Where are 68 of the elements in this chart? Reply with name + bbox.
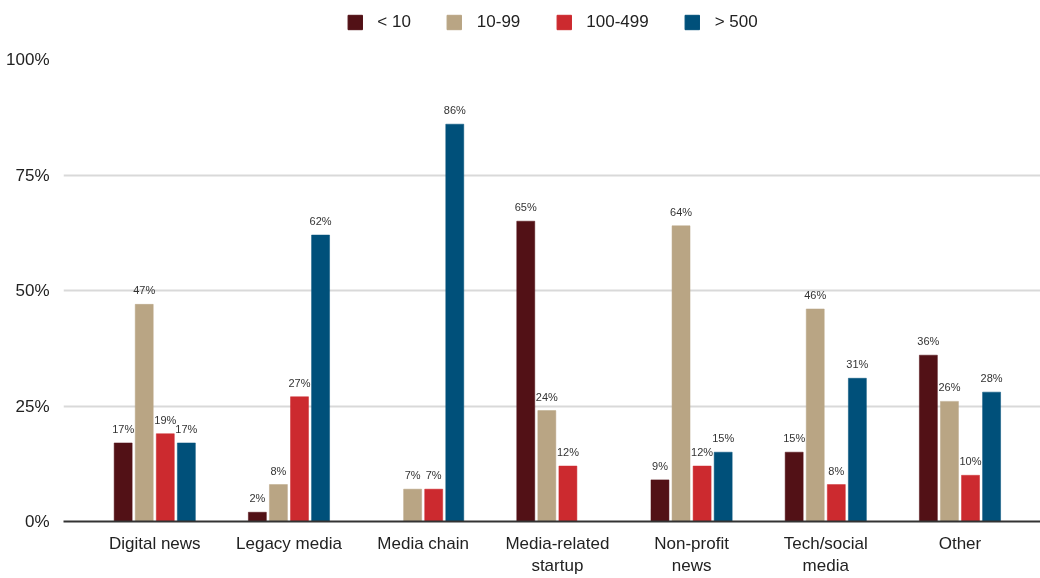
data-label: 15% xyxy=(712,432,735,445)
x-tick-label: Media chain xyxy=(377,533,469,553)
data-label: 17% xyxy=(112,422,135,435)
x-tick-label: Digital news xyxy=(108,533,201,553)
y-tick-label: 75% xyxy=(15,165,50,185)
bar xyxy=(445,123,465,522)
bar xyxy=(982,391,1001,522)
legend-label: 10-99 xyxy=(476,12,521,32)
data-label: 7% xyxy=(404,469,421,482)
data-label: 64% xyxy=(670,205,693,218)
data-label: 47% xyxy=(133,284,156,297)
bar xyxy=(537,410,557,522)
bar xyxy=(919,354,938,522)
y-tick-label: 0% xyxy=(24,512,50,531)
data-label: 36% xyxy=(917,335,940,348)
data-label: 12% xyxy=(556,446,580,459)
bar xyxy=(671,225,691,522)
bar xyxy=(113,442,133,522)
data-label: 17% xyxy=(175,422,198,435)
data-label: 62% xyxy=(309,215,332,228)
data-label: 12% xyxy=(691,446,714,459)
bar xyxy=(961,475,980,522)
x-tick-label: Other xyxy=(938,533,982,553)
data-label: 2% xyxy=(249,492,266,505)
bar xyxy=(692,465,712,522)
data-label: 27% xyxy=(288,376,311,389)
data-label: 8% xyxy=(828,464,845,477)
legend-label: 100-499 xyxy=(586,12,649,32)
bar xyxy=(806,308,825,522)
bar xyxy=(134,304,154,522)
bar xyxy=(848,378,867,522)
bar xyxy=(269,484,288,522)
data-label: 28% xyxy=(980,372,1003,385)
y-tick-label: 25% xyxy=(15,396,50,416)
data-label: 31% xyxy=(846,358,869,371)
data-label: 46% xyxy=(804,288,827,301)
data-label: 26% xyxy=(938,381,961,394)
bar xyxy=(713,451,733,522)
bar xyxy=(940,401,959,522)
x-tick-label: Non-profit news xyxy=(654,533,730,576)
data-label: 24% xyxy=(535,390,559,403)
bar xyxy=(424,488,443,522)
bar xyxy=(311,234,330,522)
data-label: 9% xyxy=(652,459,669,472)
bar xyxy=(403,488,422,522)
bar xyxy=(248,512,267,522)
data-label: 15% xyxy=(783,432,806,445)
bar xyxy=(650,479,670,522)
data-label: 10% xyxy=(959,455,982,468)
bar xyxy=(516,220,535,522)
x-tick-label: Media-related startup xyxy=(505,533,610,576)
data-label: 65% xyxy=(514,201,537,214)
data-label: 19% xyxy=(154,413,177,426)
bar xyxy=(156,433,175,522)
y-tick-label: 100% xyxy=(6,50,50,69)
bar xyxy=(558,465,578,522)
bar xyxy=(290,396,309,522)
bar xyxy=(784,451,804,522)
bar xyxy=(177,442,196,522)
data-label: 7% xyxy=(425,469,442,482)
data-label: 86% xyxy=(443,104,466,117)
bar xyxy=(827,484,846,522)
legend-label: < 10 xyxy=(377,12,411,32)
legend-label: > 500 xyxy=(714,12,758,32)
data-label: 8% xyxy=(270,464,287,477)
x-tick-label: Tech/social media xyxy=(783,533,868,576)
y-tick-label: 50% xyxy=(15,281,50,300)
x-tick-label: Legacy media xyxy=(236,533,343,553)
